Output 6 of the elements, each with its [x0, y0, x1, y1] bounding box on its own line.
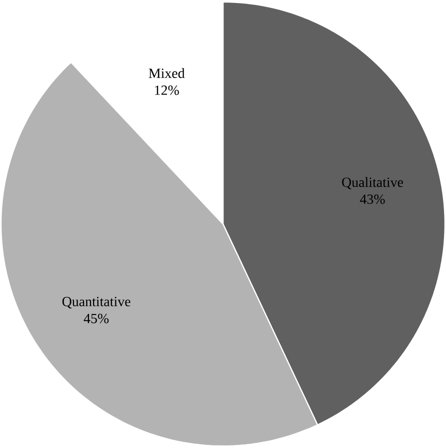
slice-label: Quantitative [62, 296, 130, 308]
data-label: 45% [84, 314, 109, 324]
data-label: 12% [155, 86, 179, 95]
slice-label: Mixed [148, 68, 185, 78]
data-label: 43% [360, 194, 385, 204]
slice-label: Qualitative [342, 177, 403, 190]
